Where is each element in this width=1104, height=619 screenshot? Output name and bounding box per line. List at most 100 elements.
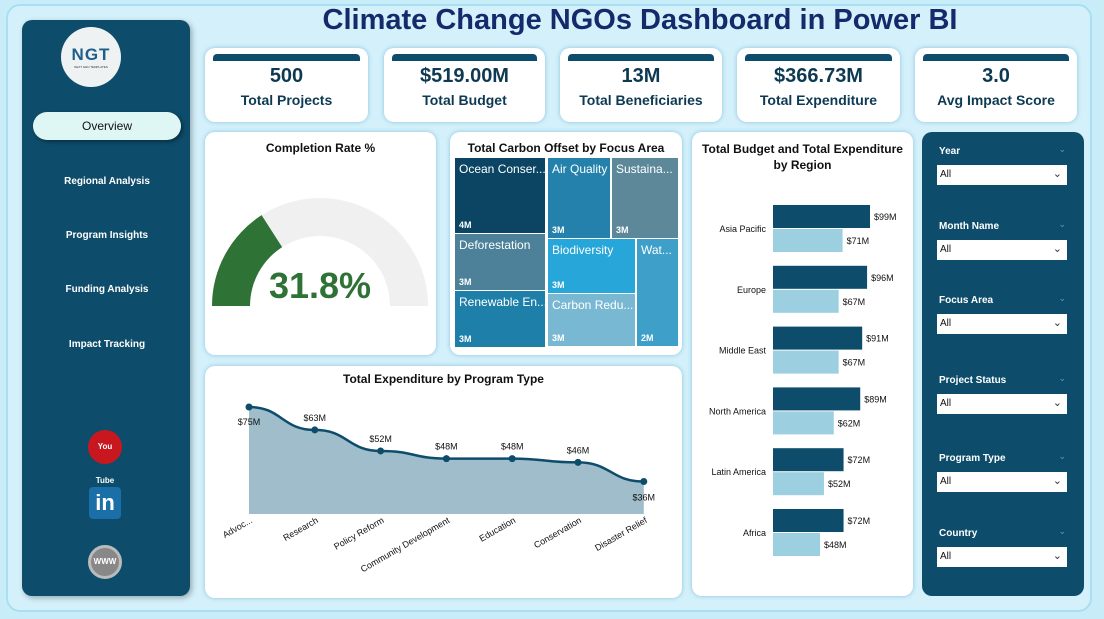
bar-value-label: $99M <box>874 212 897 222</box>
filter-value: All <box>940 476 952 487</box>
youtube-icon[interactable]: You Tube <box>88 430 122 485</box>
nav-impact-tracking[interactable]: Impact Tracking <box>68 339 146 350</box>
expenditure-bar[interactable] <box>773 411 834 435</box>
program-type-label: Conservation <box>532 515 583 550</box>
region-label: North America <box>709 406 766 416</box>
bar-value-label: $91M <box>866 334 889 344</box>
chevron-down-icon: ⌄ <box>1052 168 1062 180</box>
data-point[interactable] <box>311 426 319 434</box>
expenditure-bar[interactable] <box>773 229 843 252</box>
filter-label: Year <box>939 146 961 157</box>
nav-overview[interactable]: Overview <box>33 112 181 140</box>
filter-dropdown[interactable]: All ⌄ <box>937 165 1067 185</box>
filter-collapse-icon[interactable]: ⌄ <box>1058 373 1066 383</box>
point-label: $75M <box>238 417 261 427</box>
bar-value-label: $62M <box>838 418 861 428</box>
budget-bar[interactable] <box>773 387 861 411</box>
kpi-label: Total Beneficiaries <box>579 92 703 108</box>
gauge-fill <box>212 215 283 306</box>
nav-regional-analysis[interactable]: Regional Analysis <box>64 176 150 187</box>
chevron-down-icon: ⌄ <box>1052 243 1062 255</box>
budget-bar[interactable] <box>773 205 871 228</box>
bar-value-label: $48M <box>824 540 847 550</box>
kpi-label: Total Projects <box>240 92 333 108</box>
expenditure-bar[interactable] <box>773 289 839 313</box>
filter-collapse-icon[interactable]: ⌄ <box>1058 526 1066 536</box>
region-label: Middle East <box>719 346 767 356</box>
kpi-card: $366.73M Total Expenditure <box>737 48 900 122</box>
expenditure-bar[interactable] <box>773 472 824 496</box>
bar-value-label: $96M <box>871 273 894 283</box>
program-area-card: Total Expenditure by Program Type $75M Ad… <box>205 366 682 598</box>
gauge-card: Completion Rate % 31.8% <box>205 132 436 355</box>
filter-collapse-icon[interactable]: ⌄ <box>1058 451 1066 461</box>
data-point[interactable] <box>640 478 648 486</box>
filter-dropdown[interactable]: All ⌄ <box>937 314 1067 334</box>
linkedin-icon[interactable]: in <box>89 487 121 519</box>
budget-bar[interactable] <box>773 265 868 289</box>
expenditure-bar[interactable] <box>773 350 839 374</box>
data-point[interactable] <box>574 458 582 466</box>
chevron-down-icon: ⌄ <box>1052 397 1062 409</box>
treemap-label: Air Quality <box>552 162 608 176</box>
data-point[interactable] <box>245 403 253 411</box>
page-title: Climate Change NGOs Dashboard in Power B… <box>322 4 958 36</box>
program-type-label: Education <box>478 515 518 544</box>
filter-collapse-icon[interactable]: ⌄ <box>1058 219 1066 229</box>
logo-text: NGT <box>71 45 111 64</box>
kpi-label: Total Budget <box>422 92 507 108</box>
treemap-tile[interactable]: Deforestation 3M <box>455 234 545 290</box>
treemap-value: 3M <box>552 333 565 343</box>
logo: NGT NEXT GEN TEMPLATES <box>61 27 121 87</box>
budget-bar[interactable] <box>773 509 844 532</box>
kpi-accent <box>213 54 360 61</box>
filter-dropdown[interactable]: All ⌄ <box>937 240 1067 260</box>
filter-dropdown[interactable]: All ⌄ <box>937 472 1067 492</box>
treemap-value: 3M <box>552 280 565 290</box>
bar-value-label: $71M <box>847 236 870 246</box>
kpi-value: 500 <box>269 65 304 87</box>
treemap-label: Deforestation <box>459 238 531 252</box>
treemap-label: Wat... <box>641 243 672 257</box>
filter-collapse-icon[interactable]: ⌄ <box>1058 144 1066 154</box>
filter-dropdown[interactable]: All ⌄ <box>937 394 1067 414</box>
kpi-value: 13M <box>621 65 661 87</box>
bar-value-label: $67M <box>843 297 866 307</box>
bar-value-label: $89M <box>864 394 887 404</box>
kpi-accent <box>568 54 714 61</box>
filter-dropdown[interactable]: All ⌄ <box>937 547 1067 567</box>
kpi-label: Avg Impact Score <box>937 92 1055 108</box>
data-point[interactable] <box>377 447 385 455</box>
data-point[interactable] <box>508 455 516 463</box>
treemap-tile[interactable]: Ocean Conser... 4M <box>455 158 545 233</box>
treemap-tile[interactable]: Sustaina... 3M <box>612 158 678 238</box>
filter-label: Program Type <box>939 453 1006 464</box>
treemap-value: 3M <box>616 225 629 235</box>
filter-label: Focus Area <box>939 295 994 306</box>
data-point[interactable] <box>442 455 450 463</box>
budget-bar[interactable] <box>773 448 844 472</box>
bar-value-label: $52M <box>828 479 851 489</box>
website-icon[interactable]: WWW <box>88 545 122 579</box>
treemap-tile[interactable]: Wat... 2M <box>637 239 678 346</box>
region-label: Asia Pacific <box>719 224 766 234</box>
kpi-accent <box>923 54 1069 61</box>
nav-program-insights[interactable]: Program Insights <box>65 230 149 241</box>
filter-collapse-icon[interactable]: ⌄ <box>1058 293 1066 303</box>
program-type-label: Research <box>281 515 319 543</box>
treemap-value: 3M <box>459 277 472 287</box>
chevron-down-icon: ⌄ <box>1052 550 1062 562</box>
treemap-label: Ocean Conser... <box>459 162 545 176</box>
program-type-label: Advoc... <box>221 515 254 540</box>
treemap-tile[interactable]: Air Quality 3M <box>548 158 610 238</box>
treemap-tile[interactable]: Carbon Redu... 3M <box>548 294 635 346</box>
treemap-tile[interactable]: Biodiversity 3M <box>548 239 635 293</box>
budget-bar[interactable] <box>773 326 863 350</box>
treemap-tile[interactable]: Renewable En... 3M <box>455 291 545 347</box>
region-bar-card: Total Budget and Total Expenditure by Re… <box>692 132 913 596</box>
program-area-title: Total Expenditure by Program Type <box>343 372 544 386</box>
region-bar-title: Total Budget and Total Expenditure by Re… <box>702 142 903 172</box>
expenditure-bar[interactable] <box>773 533 821 556</box>
point-label: $46M <box>567 445 590 455</box>
nav-funding-analysis[interactable]: Funding Analysis <box>65 284 149 295</box>
